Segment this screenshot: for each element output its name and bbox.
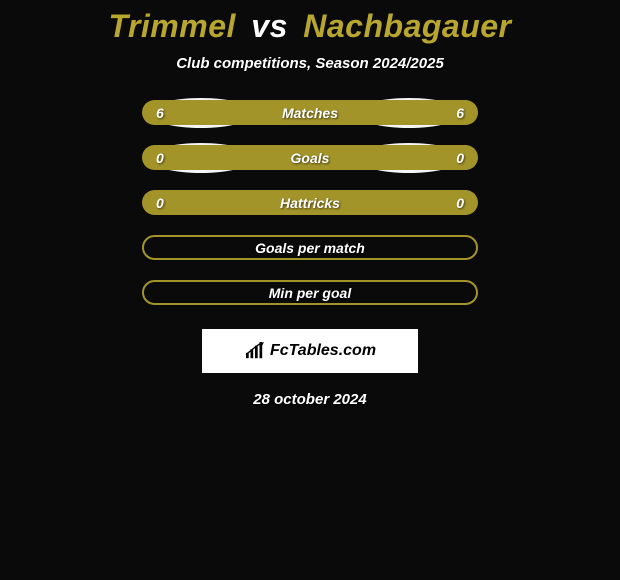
stat-bar: 6 Matches 6 [142, 100, 478, 125]
stat-row: 0 Hattricks 0 [142, 190, 478, 215]
stat-value-left: 0 [156, 150, 164, 166]
comparison-card: Trimmel vs Nachbagauer Club competitions… [0, 0, 620, 408]
vs-text: vs [251, 8, 288, 44]
brand-text: FcTables.com [270, 342, 376, 360]
stat-bar: Goals per match [142, 235, 478, 260]
stat-value-left: 6 [156, 105, 164, 121]
stat-row: Min per goal [142, 280, 478, 305]
stat-row: Goals per match [142, 235, 478, 260]
stat-row: 6 Matches 6 [142, 100, 478, 125]
stat-rows: 6 Matches 6 0 Goals 0 0 Hattricks 0 Goals per mat… [142, 100, 478, 325]
brand: FcTables.com [244, 342, 376, 360]
player2-name: Nachbagauer [303, 8, 511, 44]
stat-bar: Min per goal [142, 280, 478, 305]
stat-label: Hattricks [280, 195, 340, 211]
stat-row: 0 Goals 0 [142, 145, 478, 170]
stat-label: Goals per match [255, 240, 365, 256]
title: Trimmel vs Nachbagauer [108, 8, 511, 45]
player1-name: Trimmel [108, 8, 235, 44]
brand-box: FcTables.com [202, 329, 418, 373]
stat-value-right: 6 [456, 105, 464, 121]
stat-label: Goals [291, 150, 330, 166]
date: 28 october 2024 [253, 391, 366, 408]
subtitle: Club competitions, Season 2024/2025 [176, 55, 444, 72]
stat-value-left: 0 [156, 195, 164, 211]
stat-value-right: 0 [456, 150, 464, 166]
stat-label: Min per goal [269, 285, 351, 301]
stat-label: Matches [282, 105, 338, 121]
stat-bar: 0 Goals 0 [142, 145, 478, 170]
stat-value-right: 0 [456, 195, 464, 211]
stat-bar: 0 Hattricks 0 [142, 190, 478, 215]
chart-icon [244, 342, 266, 360]
